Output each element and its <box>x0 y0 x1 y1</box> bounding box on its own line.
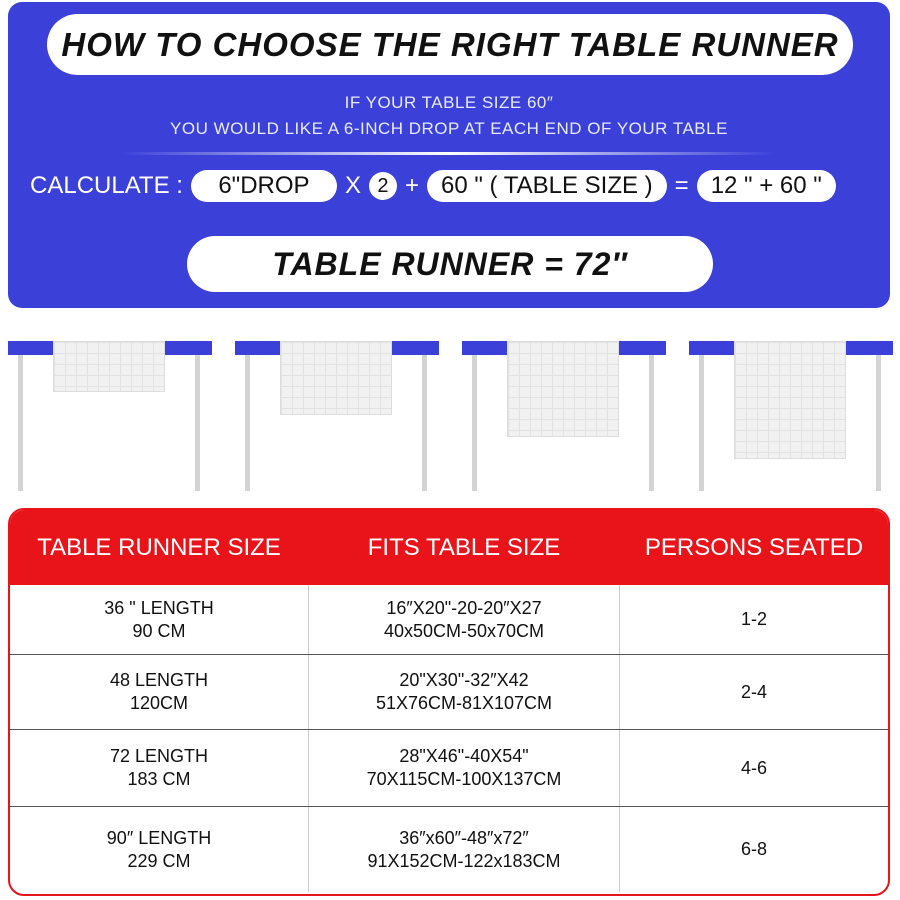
fits-cm: 70X115CM-100X137CM <box>366 769 562 789</box>
header-runner-size: TABLE RUNNER SIZE <box>37 533 281 561</box>
instruction-line-1: IF YOUR TABLE SIZE 60″ <box>344 93 554 112</box>
persons-seated: 4-6 <box>740 757 767 778</box>
result-pill: TABLE RUNNER = 72″ <box>187 236 713 292</box>
size-table-header: TABLE RUNNER SIZE FITS TABLE SIZE PERSON… <box>10 510 888 585</box>
fits-inches: 16″X20"-20-20″X27 <box>386 597 542 618</box>
header-persons: PERSONS SEATED <box>644 533 864 561</box>
size-cm: 90 CM <box>132 620 186 641</box>
instruction-panel: HOW TO CHOOSE THE RIGHT TABLE RUNNER IF … <box>8 2 890 308</box>
size-cm: 183 CM <box>127 769 191 789</box>
table-row: 90″ LENGTH 229 CM 36″x60″-48″x72″ 91X152CM… <box>10 807 888 892</box>
equals-sign: = <box>674 172 689 199</box>
fits-inches: 36″x60″-48″x72″ <box>399 827 529 848</box>
persons-seated: 1-2 <box>740 609 767 629</box>
header-fits-table: FITS TABLE SIZE <box>367 533 561 561</box>
runner-illustration <box>734 341 846 459</box>
fits-cm: 40x50CM-50x70CM <box>383 620 545 641</box>
sum-pill: 12 " + 60 " <box>696 170 836 202</box>
plus-sign: + <box>404 172 419 199</box>
calculation-row: CALCULATE : 6"DROP X 2 + 60 " ( TABLE SI… <box>30 169 836 203</box>
instruction-line-2: YOU WOULD LIKE A 6-INCH DROP AT EACH END… <box>170 119 728 138</box>
runner-illustration <box>507 341 619 437</box>
fits-inches: 20"X30"-32″X42 <box>399 670 529 690</box>
fits-cm: 91X152CM-122x183CM <box>367 850 561 871</box>
size-inches: 90″ LENGTH <box>106 827 212 848</box>
table-row: 72 LENGTH 183 CM 28"X46"-40X54" 70X115CM-1… <box>10 730 888 807</box>
size-table: TABLE RUNNER SIZE FITS TABLE SIZE PERSON… <box>8 508 890 896</box>
size-inches: 48 LENGTH <box>109 670 209 690</box>
table-illustration-72 <box>462 341 666 491</box>
runner-illustration <box>53 341 165 392</box>
fits-inches: 28"X46"-40X54" <box>399 746 529 766</box>
persons-seated: 2-4 <box>740 681 767 702</box>
times-sign: X <box>344 172 361 199</box>
runner-illustration <box>280 341 392 415</box>
table-illustration-36 <box>8 341 212 491</box>
table-row: 36 " LENGTH 90 CM 16″X20"-20-20″X27 40x50C… <box>10 585 888 655</box>
table-illustration-48 <box>235 341 439 491</box>
size-inches: 72 LENGTH <box>109 746 209 766</box>
table-size-pill: 60 " ( TABLE SIZE ) <box>426 170 667 202</box>
size-inches: 36 " LENGTH <box>104 597 214 618</box>
two-circle: 2 <box>368 172 397 200</box>
table-illustration-90 <box>689 341 893 491</box>
divider <box>118 152 778 155</box>
fits-cm: 51X76CM-81X107CM <box>375 693 553 713</box>
title: HOW TO CHOOSE THE RIGHT TABLE RUNNER <box>47 14 853 75</box>
persons-seated: 6-8 <box>740 839 767 859</box>
table-row: 48 LENGTH 120CM 20"X30"-32″X42 51X76CM-81X… <box>10 655 888 730</box>
size-cm: 229 CM <box>127 850 191 871</box>
drop-pill: 6"DROP <box>190 170 337 202</box>
calculate-label: CALCULATE : <box>30 172 183 199</box>
size-cm: 120CM <box>129 693 189 713</box>
